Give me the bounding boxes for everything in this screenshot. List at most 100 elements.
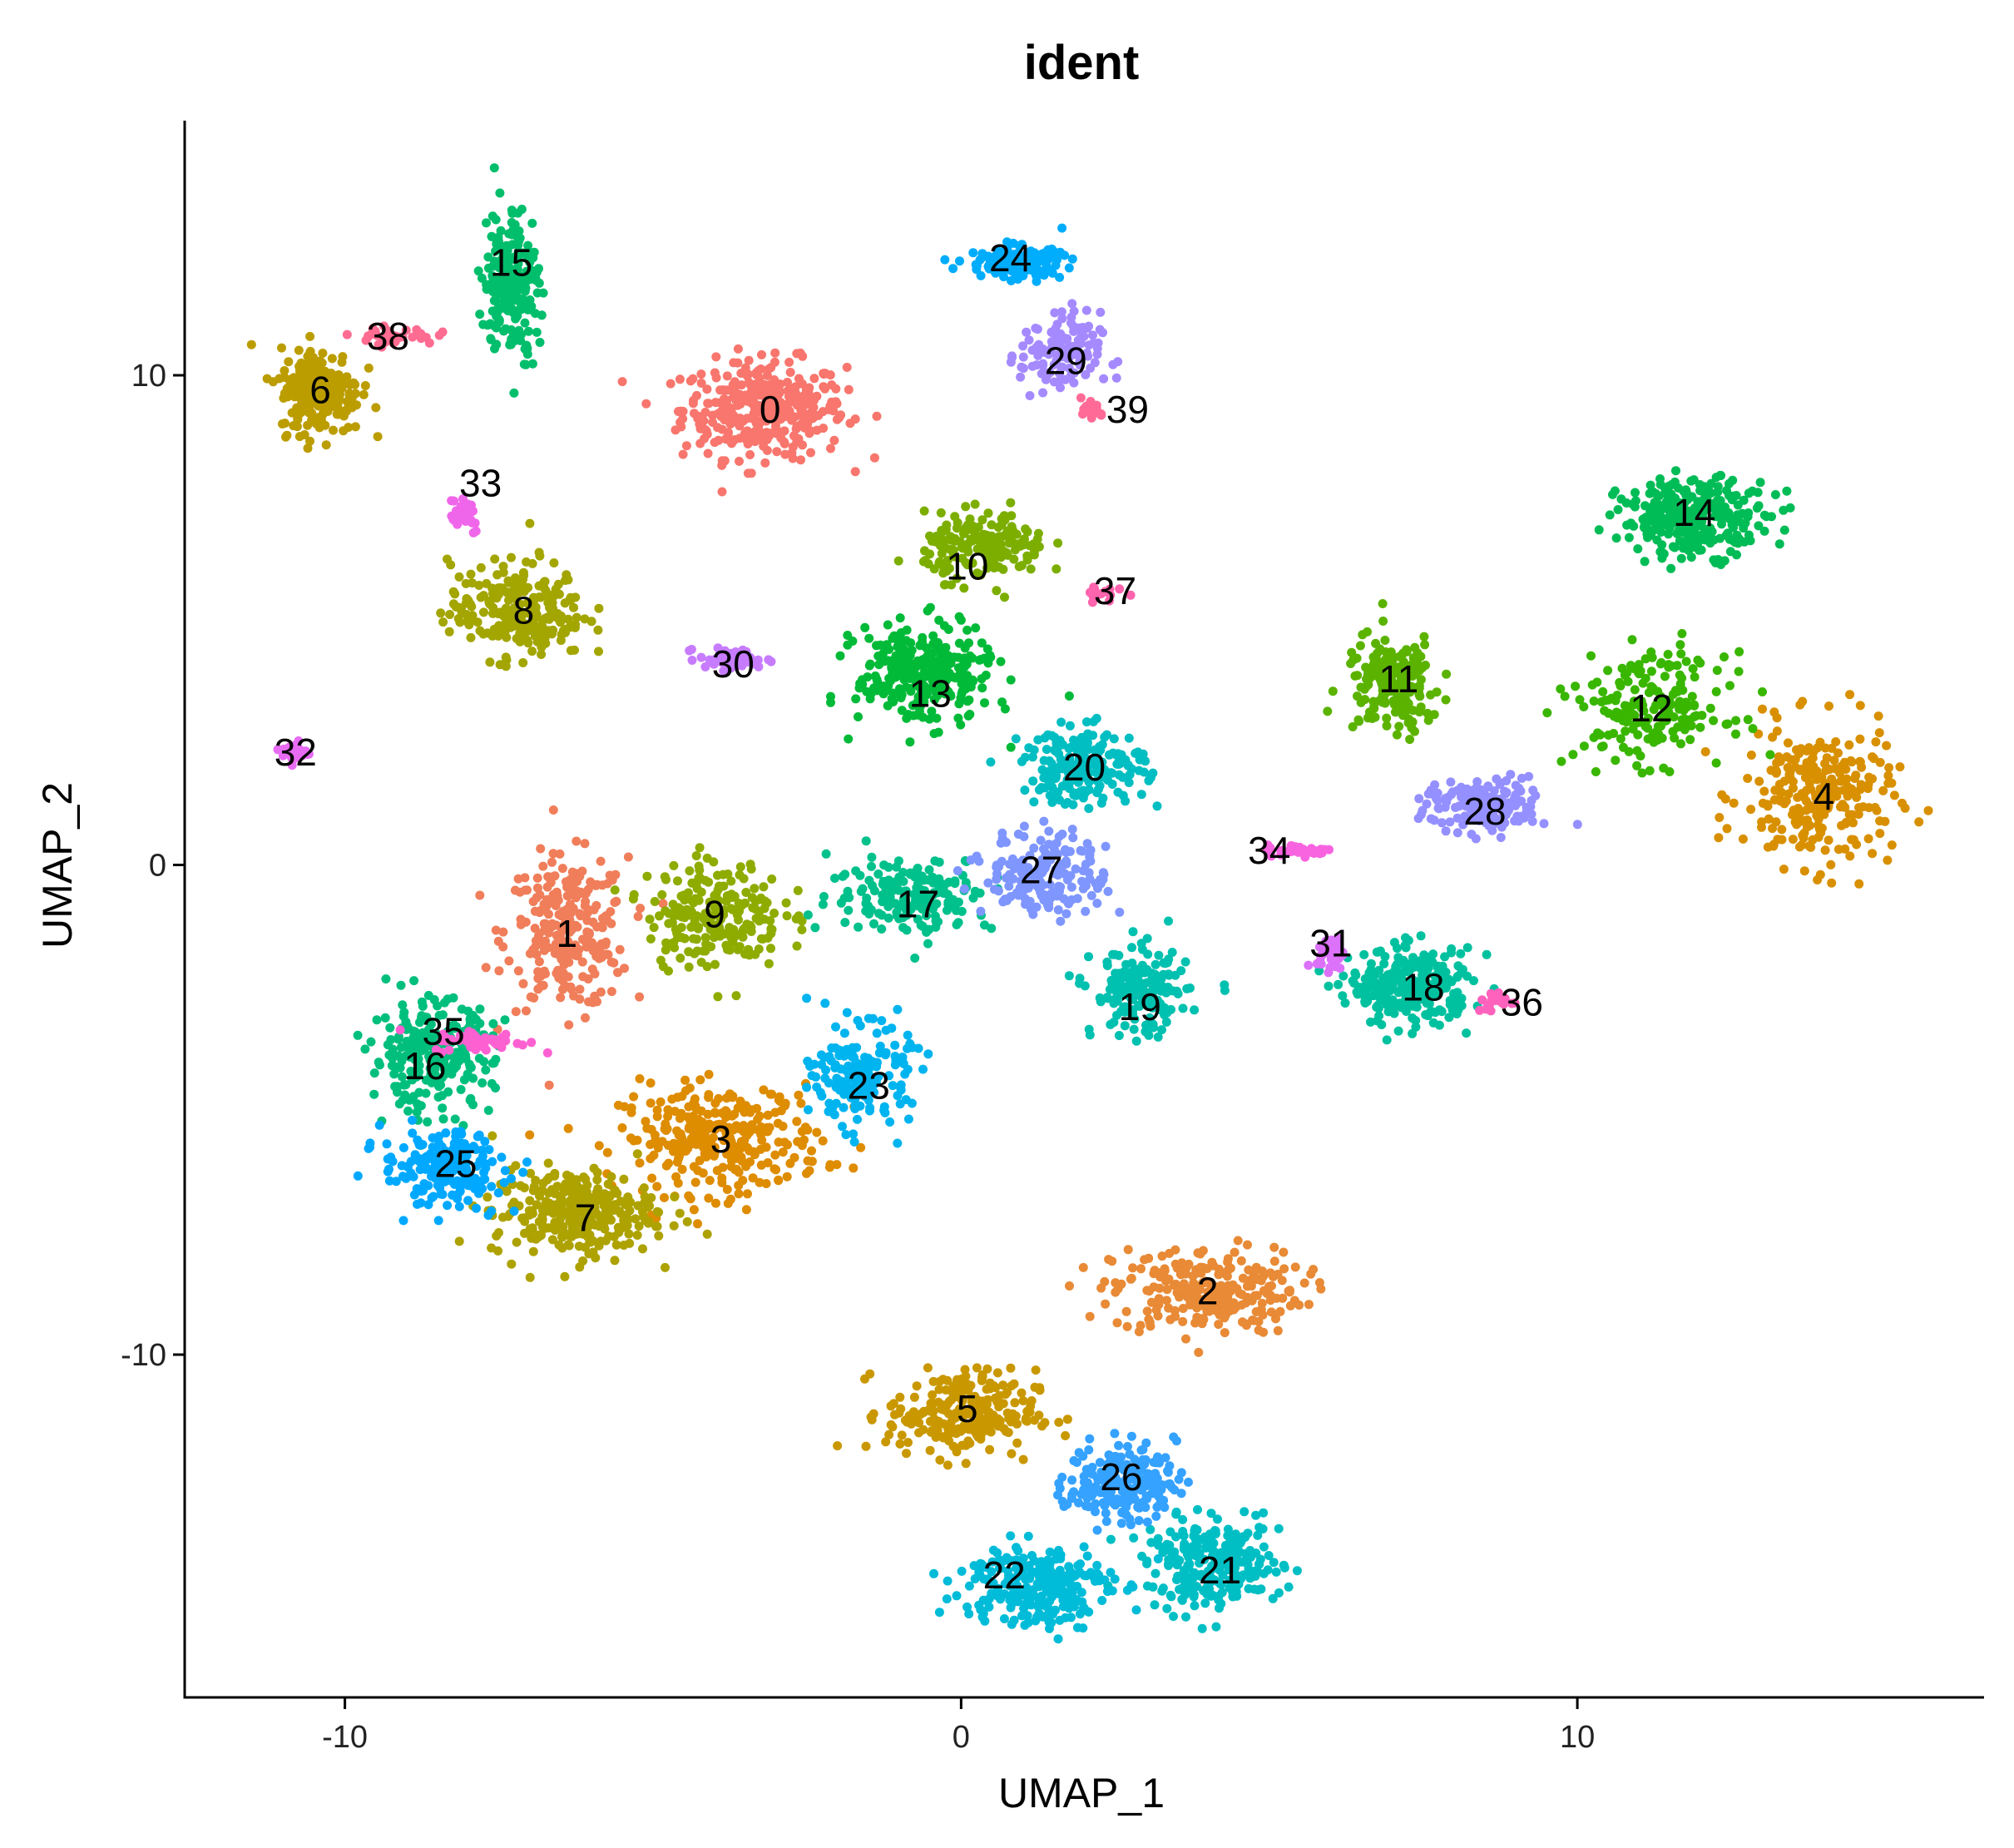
data-point bbox=[1605, 510, 1615, 520]
data-point bbox=[1635, 751, 1645, 761]
data-point bbox=[661, 1262, 670, 1272]
data-point bbox=[645, 914, 655, 924]
data-point bbox=[1006, 742, 1016, 752]
data-point bbox=[629, 1092, 639, 1102]
data-point bbox=[613, 1100, 623, 1110]
data-point bbox=[552, 930, 562, 940]
data-point bbox=[834, 413, 844, 423]
data-point bbox=[1679, 706, 1689, 716]
data-point bbox=[1207, 1257, 1217, 1267]
data-point bbox=[934, 1385, 944, 1395]
data-point bbox=[656, 1097, 666, 1107]
data-point bbox=[621, 1200, 631, 1210]
data-point bbox=[1200, 1276, 1210, 1286]
data-point bbox=[954, 699, 964, 709]
data-point bbox=[606, 957, 616, 967]
data-point bbox=[1622, 668, 1632, 678]
data-point bbox=[861, 836, 871, 846]
data-point bbox=[1844, 740, 1854, 750]
data-point bbox=[736, 1137, 746, 1147]
data-point bbox=[593, 625, 603, 635]
data-point bbox=[521, 885, 530, 895]
data-point bbox=[826, 697, 835, 707]
data-point bbox=[466, 632, 476, 642]
data-point bbox=[1249, 1315, 1259, 1325]
data-point bbox=[1598, 686, 1608, 696]
data-point bbox=[369, 1089, 379, 1099]
data-point bbox=[741, 1205, 751, 1215]
data-point bbox=[557, 1205, 567, 1215]
data-point bbox=[769, 357, 779, 367]
data-point bbox=[872, 675, 882, 685]
data-point bbox=[735, 862, 745, 872]
data-point bbox=[514, 325, 524, 335]
data-point bbox=[350, 422, 360, 432]
data-point bbox=[972, 1363, 982, 1373]
data-point bbox=[851, 866, 861, 876]
data-point bbox=[1372, 947, 1382, 957]
data-point bbox=[1194, 1347, 1204, 1357]
data-point bbox=[832, 1160, 842, 1170]
data-point bbox=[646, 934, 656, 944]
data-point bbox=[517, 632, 527, 642]
data-point bbox=[639, 1183, 649, 1193]
data-point bbox=[1142, 1286, 1152, 1296]
data-point bbox=[475, 890, 485, 900]
data-point bbox=[342, 372, 352, 382]
data-point bbox=[423, 1117, 433, 1127]
data-point bbox=[491, 925, 501, 935]
data-point bbox=[632, 1149, 642, 1159]
data-point bbox=[1640, 557, 1650, 567]
data-point bbox=[1845, 690, 1855, 700]
data-point bbox=[792, 1117, 802, 1127]
data-point bbox=[1700, 535, 1710, 545]
data-point bbox=[1895, 762, 1905, 772]
data-point bbox=[572, 886, 581, 896]
data-point bbox=[1193, 1248, 1203, 1258]
data-point bbox=[1432, 687, 1442, 697]
data-point bbox=[547, 1235, 557, 1245]
data-point bbox=[1434, 1020, 1444, 1030]
data-point bbox=[797, 924, 807, 934]
data-point bbox=[1579, 741, 1589, 751]
data-point bbox=[1334, 979, 1343, 989]
data-point bbox=[1795, 700, 1805, 710]
data-point bbox=[1453, 1005, 1463, 1015]
data-point bbox=[507, 325, 516, 334]
data-point bbox=[704, 399, 714, 409]
data-point bbox=[829, 435, 839, 445]
data-point bbox=[844, 734, 854, 744]
data-point bbox=[752, 1103, 762, 1113]
data-point bbox=[1734, 647, 1744, 656]
data-point bbox=[776, 1106, 786, 1116]
data-point bbox=[398, 1000, 408, 1010]
data-point bbox=[778, 1122, 788, 1132]
data-point bbox=[594, 1221, 604, 1231]
data-point bbox=[544, 1172, 554, 1182]
data-point bbox=[867, 852, 877, 862]
data-point bbox=[928, 1376, 938, 1386]
data-point bbox=[1180, 1268, 1190, 1278]
data-point bbox=[1819, 807, 1828, 816]
data-point bbox=[1398, 711, 1408, 721]
data-point bbox=[989, 560, 998, 570]
data-point bbox=[1806, 842, 1816, 852]
data-point bbox=[977, 1396, 987, 1406]
data-point bbox=[1408, 717, 1418, 727]
data-point bbox=[1696, 545, 1706, 555]
data-point bbox=[1323, 706, 1333, 716]
data-point bbox=[652, 1105, 662, 1115]
data-point bbox=[1875, 757, 1885, 767]
data-point bbox=[563, 1123, 573, 1133]
data-point bbox=[1643, 734, 1653, 744]
data-point bbox=[1142, 934, 1152, 944]
data-point bbox=[872, 641, 881, 651]
data-point bbox=[466, 569, 476, 579]
data-point bbox=[1007, 1449, 1017, 1459]
data-point bbox=[791, 914, 801, 924]
data-point bbox=[794, 1090, 804, 1100]
data-point bbox=[893, 556, 903, 566]
data-point bbox=[998, 1380, 1008, 1390]
data-point bbox=[1833, 845, 1843, 855]
data-point bbox=[735, 397, 745, 407]
